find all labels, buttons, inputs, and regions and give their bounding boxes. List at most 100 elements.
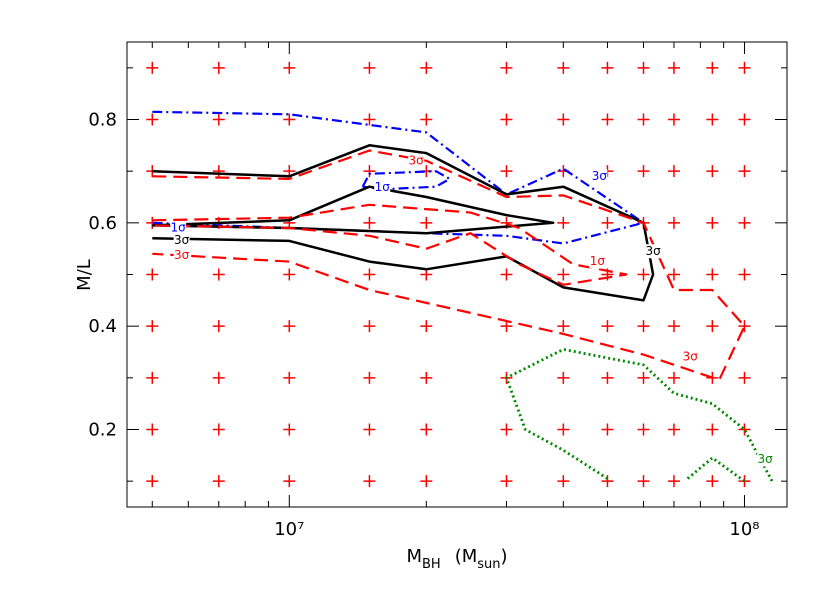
grid-point (557, 475, 570, 488)
grid-point (283, 113, 296, 126)
grid-point (363, 61, 376, 74)
grid-point (363, 371, 376, 384)
contour-label: 1σ (375, 180, 391, 194)
grid-point (738, 61, 751, 74)
grid-point (557, 320, 570, 333)
grid-point (420, 216, 433, 229)
y-tick-label: 0.4 (88, 316, 117, 337)
grid-point (706, 268, 719, 281)
annotation-bg (589, 254, 606, 269)
grid-point (738, 165, 751, 178)
grid-point (637, 320, 650, 333)
grid-point (667, 165, 680, 178)
contour-label: 3σ (683, 350, 699, 364)
grid-point (667, 423, 680, 436)
contour-label: 3σ (646, 244, 662, 258)
grid-point (706, 320, 719, 333)
grid-point (212, 268, 225, 281)
y-axis-label: M/L (74, 259, 95, 291)
grid-point (363, 268, 376, 281)
grid-point (212, 165, 225, 178)
x-label-unit-open: (M (455, 546, 478, 567)
grid-point (363, 216, 376, 229)
grid-point (283, 475, 296, 488)
grid-point (738, 371, 751, 384)
grid-point (283, 423, 296, 436)
contour-line (505, 348, 774, 483)
annotation-bg (173, 248, 190, 263)
grid-point (637, 165, 650, 178)
grid-point (212, 423, 225, 436)
grid-point (212, 113, 225, 126)
grid-point (212, 61, 225, 74)
grid-point (283, 61, 296, 74)
grid-point (283, 320, 296, 333)
grid-point (637, 371, 650, 384)
grid-point (420, 113, 433, 126)
contour-line (152, 149, 746, 381)
grid-point (637, 61, 650, 74)
grid-point (601, 320, 614, 333)
contour-label: 1σ (171, 221, 187, 235)
x-label-main: M (406, 546, 422, 567)
grid-point (212, 475, 225, 488)
grid-point (363, 475, 376, 488)
contour-label: 3σ (409, 153, 425, 167)
contour-label: 3σ (174, 233, 190, 247)
grid-point (500, 423, 513, 436)
contour-line (152, 144, 655, 302)
grid-point (500, 268, 513, 281)
grid-point (667, 113, 680, 126)
annotation-bg (408, 153, 425, 168)
x-axis-label: MBH (Msun) (406, 546, 507, 572)
grid-point (146, 423, 159, 436)
grid-point (420, 475, 433, 488)
grid-point (601, 371, 614, 384)
grid-point (363, 423, 376, 436)
grid-point (557, 216, 570, 229)
grid-point (420, 320, 433, 333)
grid-point (500, 61, 513, 74)
annotation-bg (170, 221, 187, 235)
annotation-bg (757, 452, 774, 467)
grid-point (557, 371, 570, 384)
grid-point (363, 165, 376, 178)
grid-point (557, 423, 570, 436)
x-tick-label: 10⁸ (729, 519, 759, 540)
grid-point (738, 216, 751, 229)
grid-point (146, 320, 159, 333)
grid-point (500, 320, 513, 333)
grid-point (706, 113, 719, 126)
grid-point (667, 475, 680, 488)
grid-point (706, 216, 719, 229)
grid-point (667, 268, 680, 281)
contour-label: 3σ (757, 452, 773, 466)
grid-point (212, 320, 225, 333)
annotation-bg (374, 180, 391, 195)
grid-point (283, 268, 296, 281)
grid-point (637, 113, 650, 126)
grid-point (601, 113, 614, 126)
grid-point (557, 268, 570, 281)
grid-point (363, 320, 376, 333)
grid-point (738, 113, 751, 126)
grid-point (557, 61, 570, 74)
grid-point (667, 320, 680, 333)
grid-point (706, 423, 719, 436)
grid-point (146, 61, 159, 74)
x-label-unit-close: ) (501, 546, 508, 567)
grid-point (420, 371, 433, 384)
grid-point (283, 371, 296, 384)
annotation-bg (173, 233, 190, 248)
y-tick-label: 0.8 (88, 110, 117, 131)
x-label-sub: BH (422, 557, 441, 572)
grid-point (212, 371, 225, 384)
grid-point (706, 475, 719, 488)
grid-point (738, 423, 751, 436)
grid-point (363, 113, 376, 126)
grid-point (500, 165, 513, 178)
y-tick-label: 0.6 (88, 213, 117, 234)
grid-point (706, 61, 719, 74)
